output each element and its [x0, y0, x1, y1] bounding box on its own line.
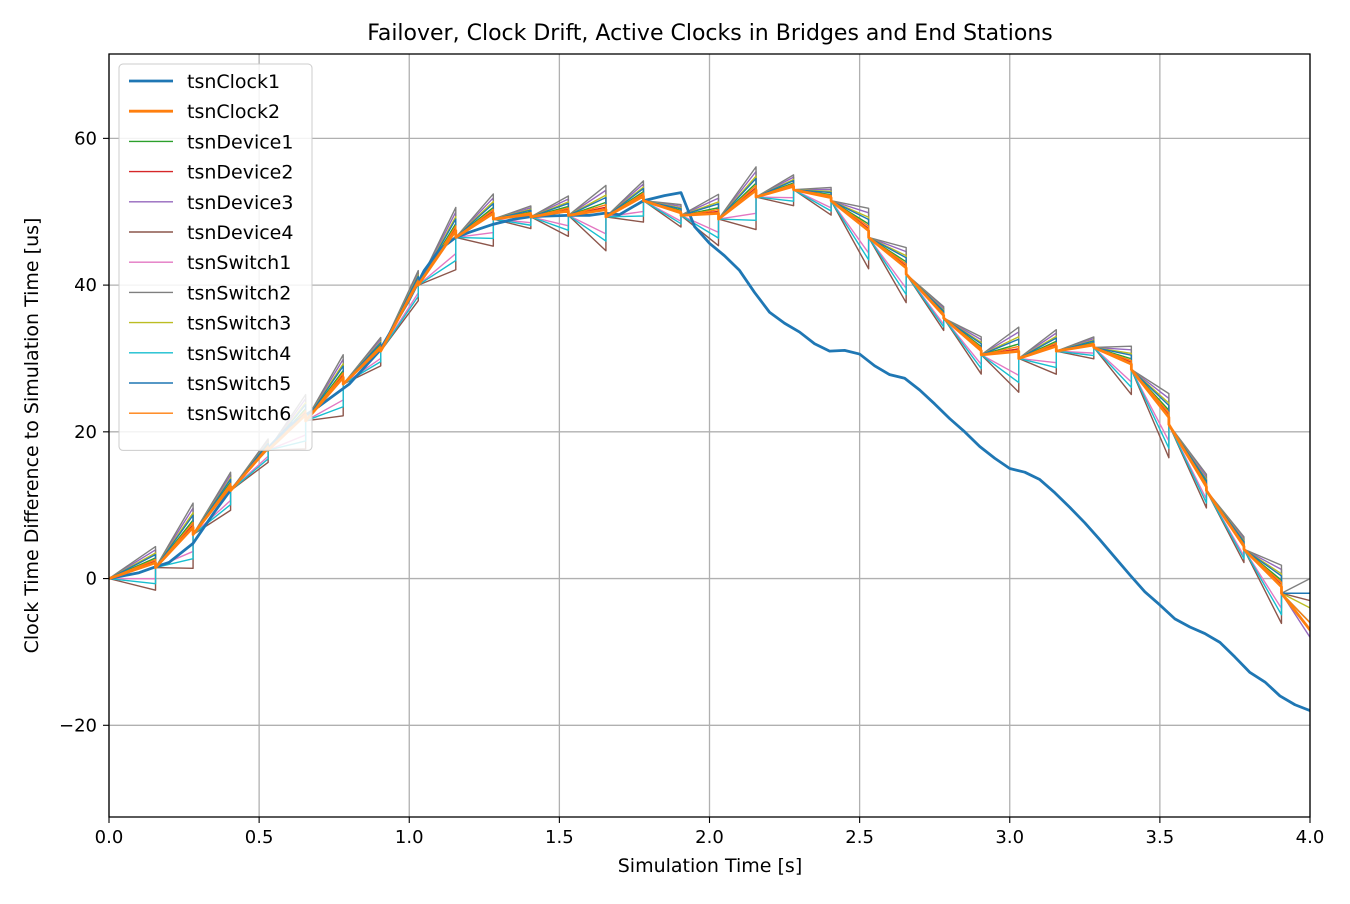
y-axis-label: Clock Time Difference to Simulation Time… — [21, 218, 43, 654]
series-line-tsnclock2 — [109, 184, 1310, 632]
legend-box — [118, 63, 313, 451]
chart-title: Failover, Clock Drift, Active Clocks in … — [367, 21, 1053, 46]
legend-label: tsnDevice2 — [187, 162, 293, 184]
legend-label: tsnSwitch4 — [187, 343, 291, 365]
legend: tsnClock1 tsnClock2 tsnDevice1 tsnDevice2 ts… — [118, 63, 313, 451]
x-tick-label: 1.5 — [545, 827, 574, 848]
plot-series — [109, 166, 1310, 713]
y-tick-label: −20 — [59, 715, 97, 736]
x-tick-label: 2.5 — [845, 827, 874, 848]
y-tick-label: 60 — [74, 128, 97, 149]
legend-label: tsnSwitch5 — [187, 373, 291, 395]
series-line-tsnclock1 — [109, 191, 1310, 713]
legend-label: tsnSwitch2 — [187, 282, 291, 304]
y-tick-label: 20 — [74, 422, 97, 443]
x-tick-label: 1.0 — [395, 827, 424, 848]
series-line-tsnswitch4 — [109, 189, 1310, 624]
legend-label: tsnSwitch3 — [187, 313, 291, 335]
x-tick-label: 0.0 — [95, 827, 124, 848]
x-axis-label: Simulation Time [s] — [618, 855, 803, 877]
legend-label: tsnDevice4 — [187, 222, 293, 244]
x-tick-label: 3.0 — [995, 827, 1024, 848]
y-tick-label: 40 — [74, 275, 97, 296]
legend-label: tsnSwitch6 — [187, 403, 291, 425]
legend-label: tsnClock2 — [187, 101, 280, 123]
x-tick-label: 2.0 — [695, 827, 724, 848]
legend-label: tsnSwitch1 — [187, 252, 291, 274]
x-tick-label: 0.5 — [245, 827, 274, 848]
x-tick-label: 3.5 — [1146, 827, 1175, 848]
axis-ticks: 0.0 0.5 1.0 1.5 2.0 2.5 3.0 3.5 4.0 −20 0 20 40 60 — [59, 128, 1324, 848]
legend-label: tsnClock1 — [187, 71, 280, 93]
legend-label: tsnDevice3 — [187, 192, 293, 214]
x-tick-label: 4.0 — [1296, 827, 1325, 848]
legend-label: tsnDevice1 — [187, 131, 293, 153]
y-tick-label: 0 — [86, 569, 97, 590]
series-group — [109, 166, 1310, 713]
